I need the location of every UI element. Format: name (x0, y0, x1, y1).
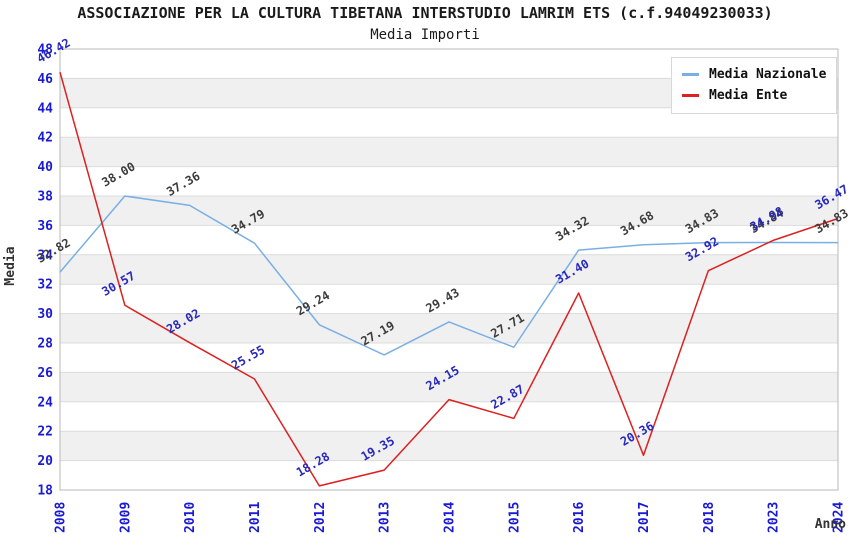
plot-border (59, 48, 839, 491)
y-axis-title: Media (3, 246, 18, 285)
y-tick-label: 44 (37, 101, 53, 116)
y-tick-label: 26 (37, 366, 53, 381)
chart-title: ASSOCIAZIONE PER LA CULTURA TIBETANA INT… (77, 4, 773, 22)
y-tick-label: 24 (37, 395, 53, 410)
legend-label: Media Ente (709, 88, 788, 103)
grid-band (60, 254, 838, 285)
x-tick-label: 2010 (183, 502, 198, 533)
legend: Media Nazionale Media Ente (671, 57, 838, 114)
grid-band (60, 372, 838, 402)
y-tick-label: 48 (37, 43, 53, 58)
x-tick-label: 2018 (702, 502, 717, 533)
series-line-media-ente (59, 72, 839, 487)
x-axis-title: Anno (815, 517, 846, 532)
legend-swatch-media-nazionale (682, 73, 699, 76)
data-label-media-nazionale: 37.36 (164, 169, 202, 199)
x-tick-label: 2023 (767, 502, 782, 533)
x-tick-label: 2012 (313, 502, 328, 533)
x-tick-label: 2015 (507, 502, 522, 533)
x-tick-label: 2013 (378, 502, 393, 533)
x-tick-label: 2009 (118, 502, 133, 533)
legend-item-media-nazionale: Media Nazionale (682, 64, 826, 85)
y-tick-label: 34 (37, 248, 53, 263)
y-tick-label: 36 (37, 219, 53, 234)
grid-band (60, 313, 838, 343)
y-tick-label: 18 (37, 484, 53, 499)
data-label-media-ente: 46.42 (35, 36, 73, 66)
y-tick-label: 28 (37, 337, 53, 352)
y-tick-label: 20 (37, 454, 53, 469)
series-line-media-nazionale (59, 195, 839, 356)
y-tick-label: 38 (37, 190, 53, 205)
y-tick-label: 42 (37, 131, 53, 146)
data-label-media-ente: 25.55 (229, 342, 267, 372)
chart-subtitle: Media Importi (370, 27, 480, 43)
y-tick-label: 30 (37, 307, 53, 322)
legend-label: Media Nazionale (709, 67, 827, 82)
y-tick-label: 32 (37, 278, 53, 293)
data-label-media-nazionale: 29.43 (424, 285, 462, 315)
x-tick-label: 2014 (443, 502, 458, 533)
grid-band (60, 431, 838, 461)
y-tick-label: 40 (37, 160, 53, 175)
x-tick-label: 2017 (637, 502, 652, 533)
y-tick-label: 46 (37, 72, 53, 87)
grid-band (60, 196, 838, 226)
grid-band (60, 137, 838, 167)
x-tick-label: 2011 (248, 502, 263, 533)
x-tick-label: 2016 (572, 502, 587, 533)
x-tick-label: 2008 (54, 502, 69, 533)
legend-swatch-media-ente (682, 94, 699, 97)
legend-item-media-ente: Media Ente (682, 85, 826, 106)
x-tick-label: 2024 (832, 502, 847, 533)
y-tick-label: 22 (37, 425, 53, 440)
